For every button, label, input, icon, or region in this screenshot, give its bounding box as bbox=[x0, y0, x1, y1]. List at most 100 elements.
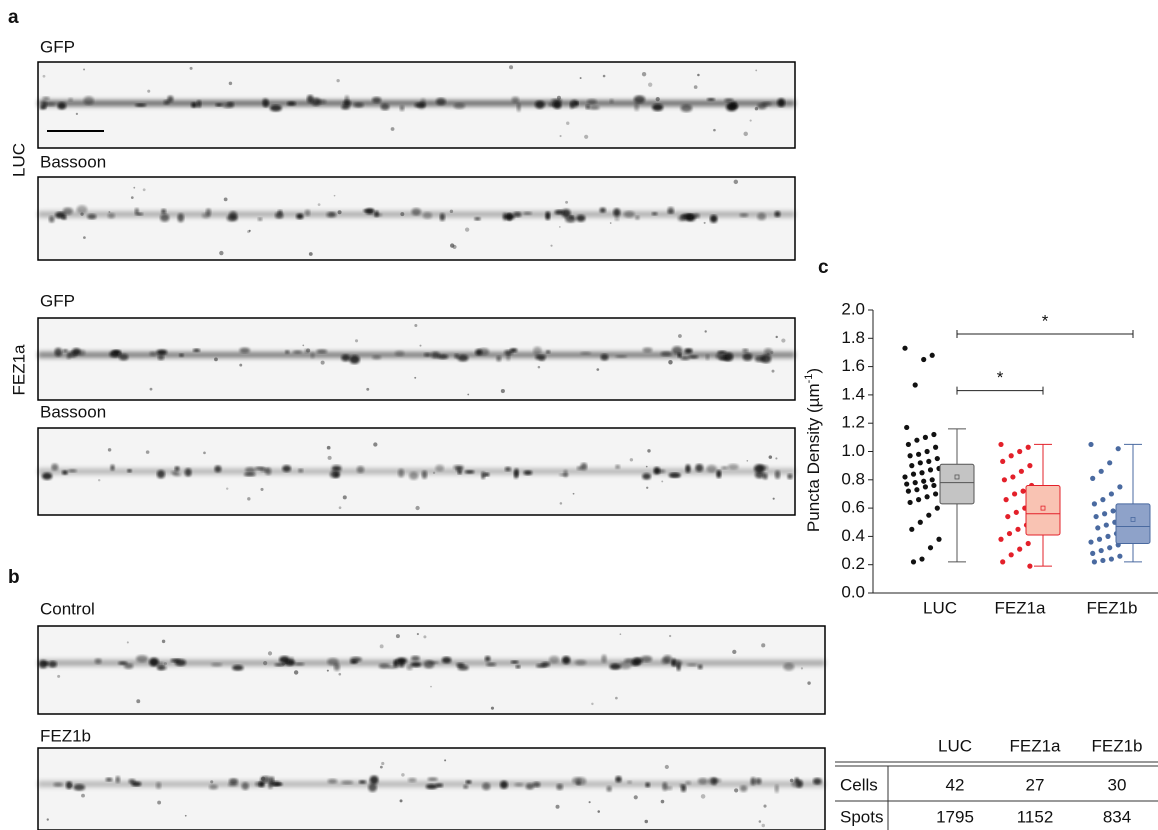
micrograph bbox=[37, 427, 796, 516]
table-header: FEZ1a bbox=[1009, 736, 1061, 755]
micrograph-spot bbox=[134, 207, 140, 214]
data-point bbox=[1008, 552, 1014, 558]
y-tick-label: 2.0 bbox=[841, 299, 865, 318]
micrograph-spot bbox=[174, 659, 187, 667]
micrograph-speck bbox=[668, 360, 673, 365]
micrograph-speck bbox=[733, 179, 739, 185]
x-tick-label: FEZ1b bbox=[1086, 598, 1137, 617]
micrograph-speck bbox=[556, 95, 561, 100]
micrograph-spot bbox=[561, 208, 571, 218]
micrograph-spot bbox=[358, 780, 367, 784]
micrograph-speck bbox=[145, 450, 150, 454]
micrograph-spot bbox=[222, 102, 234, 109]
micrograph-speck bbox=[430, 685, 432, 688]
micrograph-spot bbox=[589, 105, 600, 110]
data-point bbox=[927, 467, 934, 473]
data-point bbox=[909, 526, 915, 532]
micrograph-spot bbox=[111, 349, 122, 355]
micrograph-spot bbox=[41, 472, 53, 480]
micrograph-speck bbox=[308, 252, 313, 256]
micrograph-spot bbox=[285, 349, 290, 354]
micrograph-spot bbox=[660, 351, 672, 357]
micrograph-speck bbox=[189, 66, 193, 70]
micrograph-speck bbox=[293, 670, 299, 675]
micrograph-spot bbox=[680, 784, 687, 792]
micrograph-spot bbox=[135, 103, 147, 107]
micrograph-spot bbox=[68, 469, 77, 473]
micrograph-speck bbox=[755, 69, 758, 72]
micrograph-speck bbox=[664, 764, 669, 770]
micrograph-spot bbox=[534, 100, 545, 109]
micrograph-spot bbox=[118, 661, 128, 666]
micrograph-speck bbox=[732, 649, 737, 655]
box bbox=[1115, 503, 1151, 544]
data-point bbox=[1096, 536, 1103, 542]
data-point bbox=[907, 499, 913, 506]
data-point bbox=[921, 478, 927, 484]
image-label: GFP bbox=[40, 291, 75, 310]
micrograph-speck bbox=[223, 197, 228, 202]
micrograph-speck bbox=[629, 458, 634, 462]
micrograph-speck bbox=[57, 674, 61, 678]
micrograph-spot bbox=[654, 469, 666, 474]
micrograph-spot bbox=[62, 207, 73, 215]
micrograph bbox=[37, 317, 796, 401]
micrograph-spot bbox=[418, 102, 425, 110]
data-point bbox=[919, 470, 925, 476]
micrograph-speck bbox=[302, 344, 305, 347]
micrograph-spot bbox=[514, 782, 524, 787]
data-point bbox=[1117, 484, 1123, 490]
data-point bbox=[1008, 453, 1014, 459]
data-point bbox=[1090, 550, 1096, 556]
micrograph-spot bbox=[812, 777, 822, 785]
data-point bbox=[1012, 491, 1018, 497]
micrograph-spot bbox=[619, 661, 632, 670]
micrograph-spot bbox=[563, 469, 568, 478]
micrograph-spot bbox=[457, 354, 469, 362]
micrograph bbox=[37, 625, 826, 715]
micrograph-speck bbox=[800, 667, 804, 670]
data-point bbox=[929, 352, 935, 358]
table-cell: 30 bbox=[1108, 775, 1127, 794]
data-point bbox=[909, 463, 915, 469]
micrograph-spot bbox=[341, 780, 354, 785]
micrograph-spot bbox=[615, 464, 621, 469]
micrograph-speck bbox=[615, 696, 618, 700]
micrograph-speck bbox=[703, 221, 706, 224]
micrograph bbox=[37, 747, 826, 830]
micrograph-speck bbox=[337, 210, 342, 215]
micrograph-spot bbox=[523, 470, 533, 476]
box bbox=[939, 463, 975, 505]
micrograph-speck bbox=[214, 357, 218, 362]
micrograph-spot bbox=[38, 659, 48, 669]
micrograph-spot bbox=[277, 209, 283, 215]
micrograph-spot bbox=[87, 213, 97, 220]
micrograph-spot bbox=[372, 96, 382, 104]
micrograph-speck bbox=[559, 502, 563, 505]
y-axis-label-end: ) bbox=[804, 368, 823, 374]
micrograph-speck bbox=[136, 699, 141, 704]
micrograph-spot bbox=[380, 103, 390, 111]
micrograph-spot bbox=[123, 663, 134, 669]
data-point bbox=[912, 382, 918, 388]
micrograph-spot bbox=[179, 353, 184, 357]
micrograph-spot bbox=[422, 211, 433, 220]
image-label: FEZ1b bbox=[40, 726, 91, 745]
micrograph-speck bbox=[401, 773, 405, 777]
micrograph-spot bbox=[739, 785, 748, 792]
data-point bbox=[1027, 463, 1033, 469]
micrograph-speck bbox=[559, 134, 562, 138]
micrograph-spot bbox=[754, 355, 765, 362]
micrograph-speck bbox=[584, 134, 589, 139]
data-point bbox=[902, 474, 908, 480]
micrograph-spot bbox=[196, 100, 202, 108]
data-point bbox=[1090, 475, 1096, 481]
micrograph-speck bbox=[596, 368, 600, 371]
micrograph-spot bbox=[410, 662, 422, 668]
micrograph-speck bbox=[697, 73, 700, 77]
data-point bbox=[1010, 474, 1016, 480]
group-label: LUC bbox=[9, 143, 28, 177]
data-point bbox=[1003, 497, 1009, 503]
micrograph-spot bbox=[215, 103, 223, 107]
micrograph-spot bbox=[570, 99, 579, 108]
